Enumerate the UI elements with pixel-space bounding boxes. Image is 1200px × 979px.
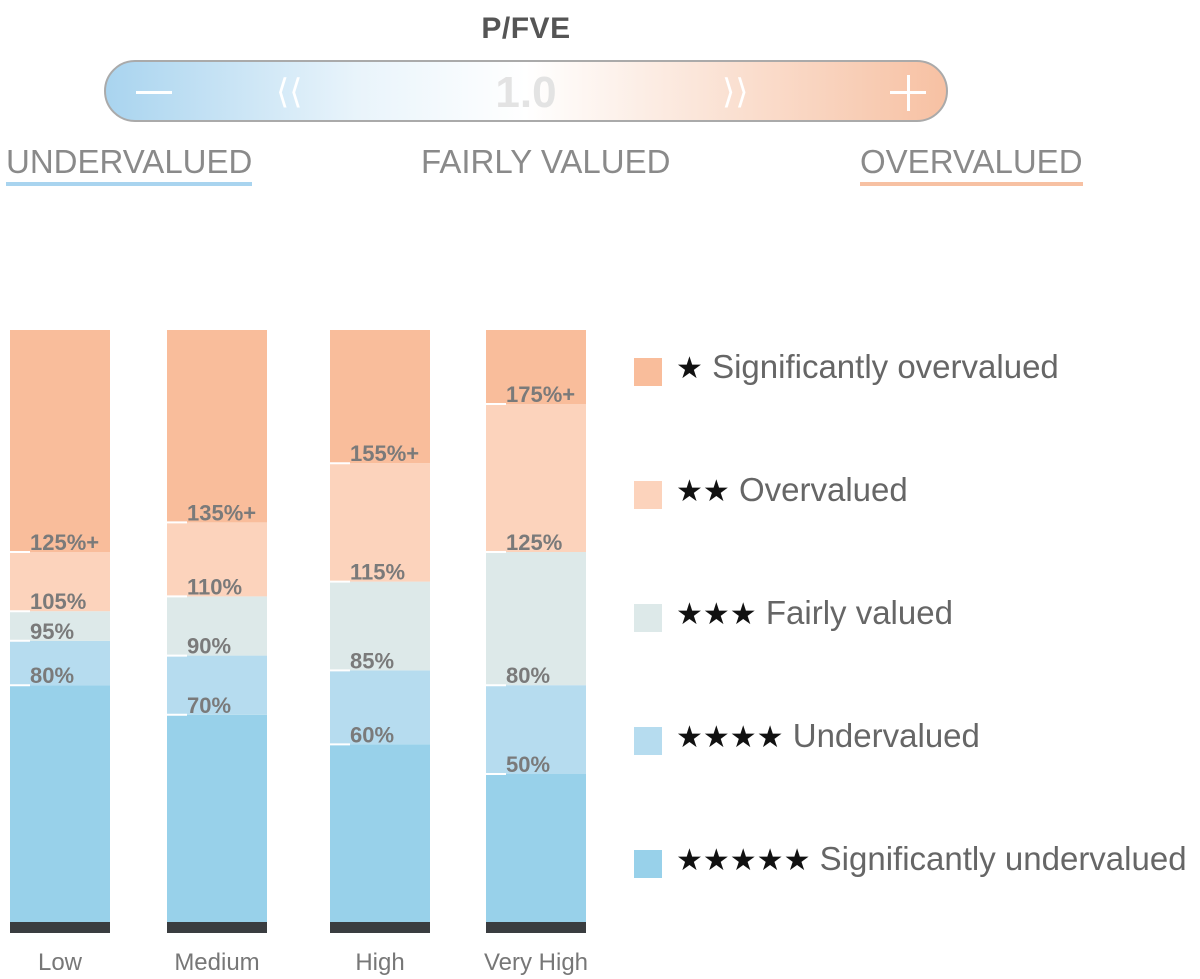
chevron-left-icon: ⟨⟨ — [276, 72, 303, 112]
threshold-label: 135%+ — [187, 500, 256, 525]
valuation-scale-bar: ⟨⟨ 1.0 ⟩⟩ — [104, 60, 948, 122]
threshold-label: 115% — [350, 560, 405, 585]
legend-label: ★★★★★ Significantly undervalued — [676, 840, 1187, 878]
threshold-label: 60% — [350, 722, 394, 747]
legend-item: ★★ Overvalued — [634, 465, 1194, 588]
legend-swatch — [634, 358, 662, 386]
bar-base — [167, 922, 267, 933]
legend-swatch — [634, 604, 662, 632]
bar-segment — [486, 330, 586, 404]
undervalued-label: UNDERVALUED — [6, 144, 253, 186]
threshold-label: 70% — [187, 693, 231, 718]
legend-item: ★ Significantly overvalued — [634, 342, 1194, 465]
bar-segment — [167, 596, 267, 656]
bar-base — [10, 922, 110, 933]
legend-label: ★★ Overvalued — [676, 471, 908, 509]
bar-segment — [330, 744, 430, 922]
bar-base — [330, 922, 430, 933]
threshold-label: 95% — [30, 619, 74, 644]
threshold-label: 90% — [187, 634, 231, 659]
threshold-label: 80% — [30, 663, 74, 688]
bar-segment — [167, 522, 267, 597]
bar-segment — [10, 685, 110, 922]
overvalued-label: OVERVALUED — [860, 144, 1083, 186]
bar-segment — [330, 670, 430, 745]
plus-icon-vertical — [907, 75, 910, 111]
threshold-label: 155%+ — [350, 441, 419, 466]
bar-segment — [486, 774, 586, 922]
bar-segment — [167, 655, 267, 715]
legend-label: ★★★★ Undervalued — [676, 717, 980, 755]
legend-swatch — [634, 850, 662, 878]
legend-label: ★ Significantly overvalued — [676, 348, 1059, 386]
legend-swatch — [634, 727, 662, 755]
category-label: Low — [38, 949, 83, 976]
bar-segment — [330, 581, 430, 671]
bar-segment — [10, 330, 110, 552]
category-label: Very High — [484, 949, 588, 976]
category-label: High — [355, 949, 404, 976]
legend: ★ Significantly overvalued ★★ Overvalued… — [634, 342, 1194, 957]
threshold-label: 105% — [30, 589, 86, 614]
bar-segment — [167, 330, 267, 523]
threshold-label: 125%+ — [30, 530, 99, 555]
scale-center-value: 1.0 — [495, 68, 557, 117]
bar-segment — [10, 640, 110, 686]
category-label: Medium — [174, 949, 259, 976]
fairly-valued-label: FAIRLY VALUED — [421, 143, 671, 180]
legend-label: ★★★ Fairly valued — [676, 594, 953, 632]
legend-item: ★★★ Fairly valued — [634, 588, 1194, 711]
legend-item: ★★★★★ Significantly undervalued — [634, 834, 1194, 957]
bar-segment — [486, 404, 586, 552]
threshold-label: 125% — [506, 530, 562, 555]
stacked-bar-chart: 80% 95% 105% 125%+ Low 70% 90% 110% 135%+ Medium 6… — [10, 330, 588, 976]
bar-segment — [330, 330, 430, 464]
threshold-label: 50% — [506, 752, 550, 777]
bar-segment — [10, 552, 110, 612]
threshold-label: 85% — [350, 648, 394, 673]
bar-segment — [330, 463, 430, 582]
chevron-right-icon: ⟩⟩ — [722, 72, 749, 112]
threshold-label: 80% — [506, 663, 550, 688]
minus-icon — [136, 91, 172, 94]
legend-swatch — [634, 481, 662, 509]
bar-segment — [486, 685, 586, 774]
scale-title: P/FVE — [481, 12, 571, 45]
bar-segment — [486, 552, 586, 686]
bar-base — [486, 922, 586, 933]
bar-segment — [167, 714, 267, 922]
legend-item: ★★★★ Undervalued — [634, 711, 1194, 834]
bar-segment — [10, 611, 110, 641]
threshold-label: 110% — [187, 574, 242, 599]
threshold-label: 175%+ — [506, 382, 575, 407]
